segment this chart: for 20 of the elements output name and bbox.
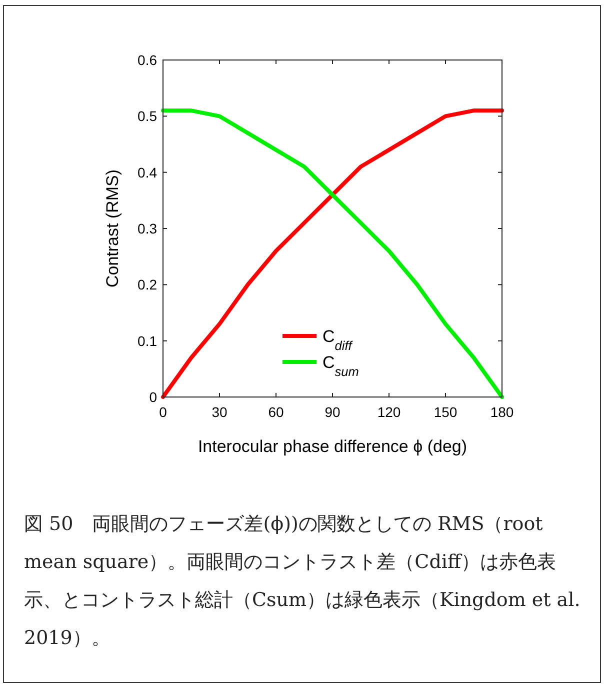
- y-tick-label: 0.4: [138, 164, 158, 180]
- y-tick-label: 0.2: [138, 276, 158, 293]
- y-axis-title: Contrast (RMS): [103, 169, 122, 288]
- x-tick-label: 120: [377, 404, 401, 420]
- y-tick-label: 0: [149, 389, 158, 405]
- x-axis-title: Interocular phase difference ϕ (deg): [198, 437, 468, 456]
- x-tick-label: 30: [212, 404, 228, 420]
- x-tick-label: 150: [434, 404, 458, 420]
- line-series: [161, 108, 504, 399]
- x-tick-label: 180: [490, 404, 514, 420]
- x-tick-label: 90: [324, 404, 340, 420]
- x-tick-label: 60: [268, 404, 284, 420]
- y-tick-label: 0.1: [138, 332, 158, 349]
- y-tick-label: 0.3: [138, 220, 158, 236]
- y-tick-label: 0.5: [138, 108, 158, 124]
- legend-label: C$_{diff}$: [322, 327, 354, 352]
- x-tick-label: 0: [159, 404, 168, 420]
- y-tick-label: 0.6: [138, 52, 158, 68]
- caption: 図 50 両眼間のフェーズ差(ϕ))の関数としての RMS（root mean square）。両眼間のコントラスト差（Cdiff）は赤色表示、とコントラスト総計（Csum）は緑色表示（Kingdom et al. 2019）。: [24, 512, 582, 651]
- legend-label: C$_{sum}$: [322, 353, 360, 378]
